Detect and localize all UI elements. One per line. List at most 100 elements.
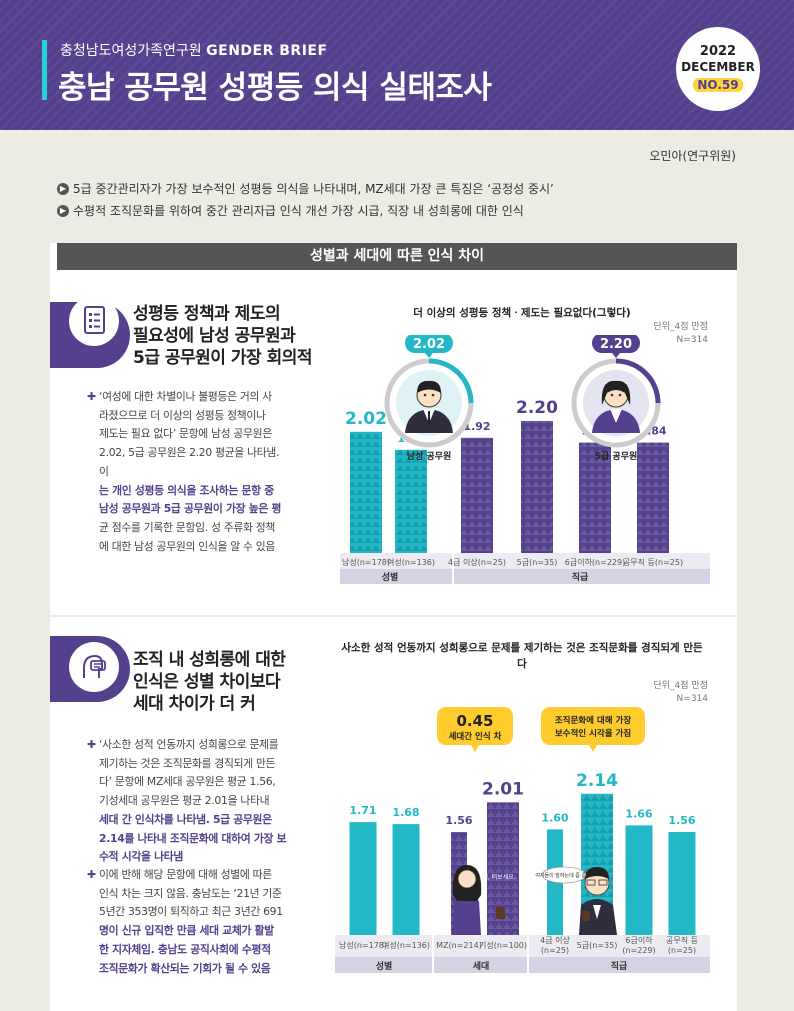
man-body (579, 899, 617, 935)
sample-size: N=314 (676, 335, 708, 345)
bullet-line: 5년간 353명이 퇴직하고 최근 3년간 691 (99, 905, 283, 919)
chart2-svg: 1.71 1.68 1.56 2.01 1.60 2.14 1.66 1.56 남성(n=178… (335, 707, 710, 973)
group-label: 직급 (572, 572, 589, 583)
woman-face (457, 869, 477, 889)
tick-label: 공무직 등 (666, 935, 698, 945)
arrow-circle-icon: ▶ (57, 205, 69, 217)
tick-label: 여성(n=136) (387, 557, 435, 567)
bullet-line: 는 개인 성평등 의식을 조사하는 문항 중 (99, 483, 274, 497)
tick-label: (n=25) (541, 946, 569, 955)
data-label: 1.92 (463, 420, 490, 433)
page-title: 충남 공무원 성평등 의식 실태조사 (58, 70, 492, 106)
title-line: 인식은 성별 차이보다 (133, 672, 281, 692)
avatar-eye (618, 393, 622, 397)
tick-label: 공무직 등(n=25) (623, 557, 683, 567)
callout-box (437, 707, 513, 745)
bullet-line: 제도는 필요 없다’ 문항에 남성 공무원은 (99, 427, 272, 441)
callout-text: 조직문화에 대해 가장 (555, 715, 631, 726)
group-label: 성별 (382, 571, 399, 583)
data-label: 1.66 (625, 807, 652, 820)
bar (625, 825, 653, 935)
unit-label: 단위_4점 만점 (653, 322, 709, 332)
bar (349, 822, 377, 935)
callout-text: 보수적인 시각을 가짐 (555, 728, 631, 739)
callout-value: 2.02 (413, 337, 445, 352)
bullet-line: 수적 시각을 나타냄 (99, 850, 183, 864)
data-label: 1.71 (349, 804, 376, 817)
bar (668, 832, 696, 935)
bar (521, 421, 553, 553)
tick-label: 남성(n=178) (339, 941, 387, 950)
callout-label: 남성 공무원 (407, 450, 452, 462)
avatar-ring-accent (615, 358, 661, 404)
coffee-cup (496, 907, 505, 919)
callout-box (541, 707, 645, 745)
man-glasses (598, 879, 608, 886)
callout-label: 5급 공무원 (595, 450, 638, 462)
data-label: 1.56 (445, 814, 472, 827)
woman-body (452, 896, 481, 935)
unit-label: 단위_4점 만점 (653, 681, 709, 691)
bar (395, 449, 427, 553)
group-band (340, 569, 710, 584)
tick-band (335, 935, 710, 957)
issue-badge: 2022 DECEMBER NO.59 (676, 27, 760, 111)
data-label: 1.60 (541, 811, 568, 824)
section1-title: 성평등 정책과 제도의 필요성에 남성 공무원과 5급 공무원이 가장 회의적 (133, 303, 312, 369)
man-illustration: 여자들이 말하는데 좀 좀 … (535, 866, 617, 935)
tick-label: (n=229) (622, 946, 655, 955)
bullet-line: 기성세대 공무원은 평균 2.01을 나타내 (99, 794, 270, 808)
title-line: 필요성에 남성 공무원과 (133, 326, 296, 346)
group-label: 성별 (376, 960, 393, 972)
bullet-line: 한 지자체임. 충남도 공직사회에 수평적 (99, 942, 271, 956)
title-line: 5급 공무원이 가장 회의적 (133, 348, 312, 368)
data-label: 1.56 (668, 814, 695, 827)
plus-icon: ✚ (87, 868, 96, 881)
bullet-line: ‘사소한 성적 언동까지 성희롱으로 문제를 (99, 738, 279, 751)
avatar-ring-accent (428, 358, 474, 404)
data-label: 1.68 (392, 806, 419, 819)
summary-text: 수평적 조직문화를 위하여 중간 관리자급 인식 개선 가장 시급, 직장 내 … (73, 204, 524, 218)
section2-bullet-1: ✚ ‘사소한 성적 언동까지 성희롱으로 문제를 제기하는 것은 조직문화를 경… (87, 736, 289, 867)
man-glasses (586, 879, 596, 886)
tick-label: 5급(n=35) (577, 941, 618, 950)
tick-band (340, 553, 710, 569)
report-header: 충청남도여성가족연구원 GENDER BRIEF 충남 공무원 성평등 의식 실… (0, 0, 794, 130)
bar (461, 437, 493, 553)
callout-value: 0.45 (456, 712, 493, 730)
bullet-line: 2.02, 5급 공무원은 2.20 평균을 나타냄. 이 (99, 446, 280, 478)
callout-pill (405, 335, 453, 353)
avatar-hair (417, 380, 441, 393)
section2-title: 조직 내 성희롱에 대한 인식은 성별 차이보다 세대 차이가 더 커 (133, 649, 286, 715)
tick-label: 남성(n=178) (342, 558, 390, 567)
bullet-line: 이에 반해 해당 문항에 대해 성별에 따른 (99, 868, 272, 881)
male-officer-callout: 2.02 남성 공무원 (384, 335, 474, 462)
bar (579, 442, 611, 553)
sample-size: N=314 (676, 694, 708, 704)
chart1-svg: 2.021.721.922.201.841.84남성(n=178)여성(n=13… (340, 335, 710, 584)
tick-label: 기성(n=100) (479, 941, 527, 950)
issue-year: 2022 (699, 44, 737, 59)
section1-bullet: ✚ ‘여성에 대한 차별이나 불평등은 거의 사 라졌으므로 더 이상의 성평등… (87, 388, 289, 556)
bullet-line: 2.14를 나타내 조직문화에 대하여 가장 보 (99, 831, 287, 845)
group-label: 세대 (473, 960, 490, 972)
title-line: 조직 내 성희롱에 대한 (133, 650, 286, 670)
section2-icon-circle (69, 642, 119, 692)
avatar-eye (610, 393, 614, 397)
bar (637, 442, 669, 553)
summary-text: 5급 중간관리자가 가장 보수적인 성평등 의식을 나타내며, MZ세대 가장 … (73, 182, 554, 196)
chart1-title: 더 이상의 성평등 정책ㆍ제도는 필요없다(그렇다) (413, 307, 631, 319)
title-line: 성평등 정책과 제도의 (133, 304, 281, 324)
plus-icon: ✚ (87, 738, 96, 751)
callout-pointer (425, 353, 433, 358)
tick-label: 4급 이상(n=25) (448, 557, 506, 567)
man-collar (593, 905, 601, 919)
callout-pill (592, 335, 640, 353)
tick-label: 여성(n=136) (382, 940, 430, 950)
tick-label: (n=25) (668, 946, 696, 955)
document-list-icon (84, 306, 105, 334)
tick-label: 4급 이상 (540, 935, 570, 945)
female-officer-callout: 2.20 5급 공무원 (571, 335, 661, 462)
